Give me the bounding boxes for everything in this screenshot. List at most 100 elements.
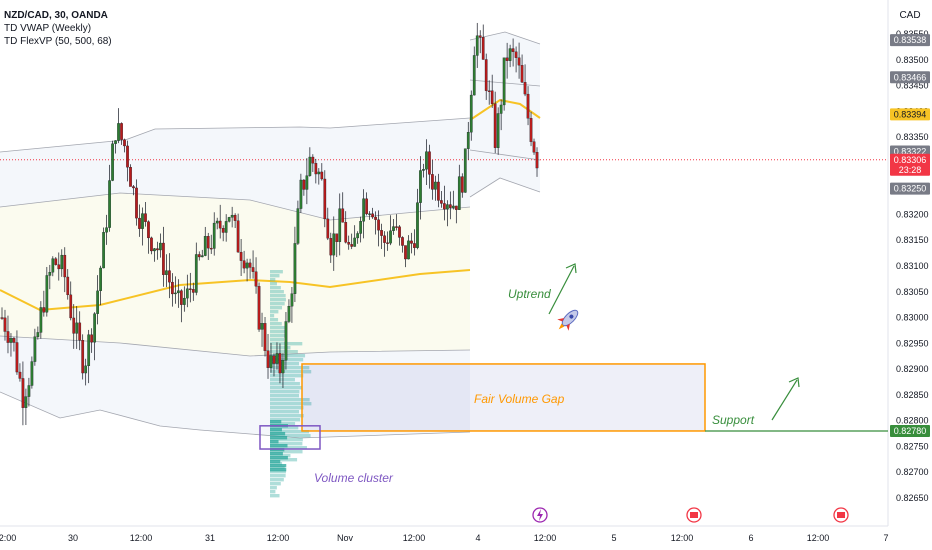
y-tick-label: 0.83100	[896, 261, 929, 271]
x-axis-ticks: 12:00 30 12:00 31 12:00 Nov 12:00 4 12:00 5 12:00 6…	[0, 533, 889, 543]
candle	[138, 204, 141, 237]
y-tick-label: 0.83050	[896, 287, 929, 297]
candle	[254, 257, 258, 294]
price-label-value: 0.83394	[894, 109, 927, 119]
candle	[48, 264, 52, 290]
candle	[445, 200, 449, 227]
y-tick-label: 0.83500	[896, 55, 929, 65]
price-label-value: 0.82780	[894, 426, 927, 436]
indicator-flexvp-title[interactable]: TD FlexVP (50, 500, 68)	[4, 36, 112, 47]
candle	[356, 231, 360, 244]
candle	[302, 179, 306, 196]
candle	[233, 213, 237, 229]
candle	[296, 200, 300, 245]
support-label: Support	[712, 413, 755, 427]
candle	[380, 223, 383, 250]
candle	[194, 242, 198, 296]
candle	[153, 248, 156, 262]
candle	[422, 163, 425, 178]
candle	[51, 256, 55, 277]
candle	[60, 249, 64, 277]
volume-cluster-label: Volume cluster	[314, 471, 394, 485]
price-countdown: 23:28	[899, 165, 922, 175]
candle	[508, 44, 512, 68]
candle	[75, 306, 79, 349]
candle	[3, 309, 7, 341]
x-tick-label: 4	[475, 533, 480, 543]
candle	[257, 282, 261, 332]
candle	[18, 363, 22, 382]
candle	[57, 252, 61, 281]
candle	[69, 281, 73, 321]
volume-cluster-box[interactable]	[259, 425, 321, 450]
price-axis[interactable]	[888, 0, 932, 526]
candle	[188, 272, 192, 303]
candle	[123, 138, 126, 153]
candle	[156, 241, 159, 260]
x-tick-label: 31	[205, 533, 215, 543]
candle	[487, 80, 491, 105]
candle	[84, 358, 88, 386]
candle	[132, 184, 135, 196]
candle	[174, 276, 177, 304]
candle	[526, 86, 530, 126]
candle	[111, 140, 114, 182]
candle	[242, 250, 246, 274]
candle	[197, 251, 201, 261]
candle	[179, 289, 183, 323]
vwap-bands	[0, 31, 541, 439]
candle	[66, 269, 70, 300]
candle	[481, 24, 485, 60]
candle	[245, 258, 249, 282]
candle	[320, 163, 324, 181]
candle	[437, 173, 440, 208]
candle	[281, 353, 285, 388]
candle	[368, 211, 371, 220]
x-tick-label: Nov	[337, 533, 354, 543]
y-tick-label: 0.82750	[896, 441, 929, 451]
candle	[218, 204, 222, 239]
candle	[278, 343, 282, 384]
candle	[135, 179, 138, 226]
candle	[428, 144, 431, 189]
candle	[326, 207, 330, 241]
symbol-title[interactable]: NZD/CAD, 30, OANDA	[4, 10, 108, 21]
candle	[176, 279, 180, 308]
candle	[165, 254, 168, 288]
x-tick-label: 30	[68, 533, 78, 543]
x-tick-label: 12:00	[671, 533, 694, 543]
candle	[203, 226, 207, 257]
candle	[147, 220, 150, 254]
event-canada-flag-icon[interactable]	[686, 507, 702, 523]
candle	[120, 122, 123, 145]
candle	[15, 330, 19, 375]
candle	[96, 275, 99, 325]
x-tick-label: 12:00	[403, 533, 426, 543]
candle	[30, 356, 34, 389]
candle	[338, 193, 342, 256]
candle	[27, 377, 31, 407]
candle	[21, 361, 25, 426]
candle	[413, 229, 416, 256]
candle	[308, 147, 312, 177]
candle	[9, 333, 13, 357]
candle	[102, 227, 105, 269]
event-canada-flag-icon-2[interactable]	[833, 507, 849, 523]
candle	[407, 235, 410, 260]
x-tick-label: 12:00	[130, 533, 153, 543]
fair-volume-gap-zone[interactable]	[301, 363, 706, 432]
indicator-vwap-title[interactable]: TD VWAP (Weekly)	[4, 23, 92, 34]
candle	[182, 286, 186, 312]
candle	[371, 207, 374, 219]
candle	[227, 216, 231, 223]
x-tick-label: 12:00	[807, 533, 830, 543]
time-axis[interactable]	[0, 526, 932, 550]
candle	[162, 226, 165, 287]
candle	[317, 168, 321, 185]
y-tick-label: 0.82700	[896, 467, 929, 477]
candle	[496, 107, 500, 155]
candle	[105, 214, 108, 245]
event-lightning-icon[interactable]	[532, 507, 548, 523]
chart-legend: NZD/CAD, 30, OANDA TD VWAP (Weekly) TD F…	[4, 9, 112, 48]
